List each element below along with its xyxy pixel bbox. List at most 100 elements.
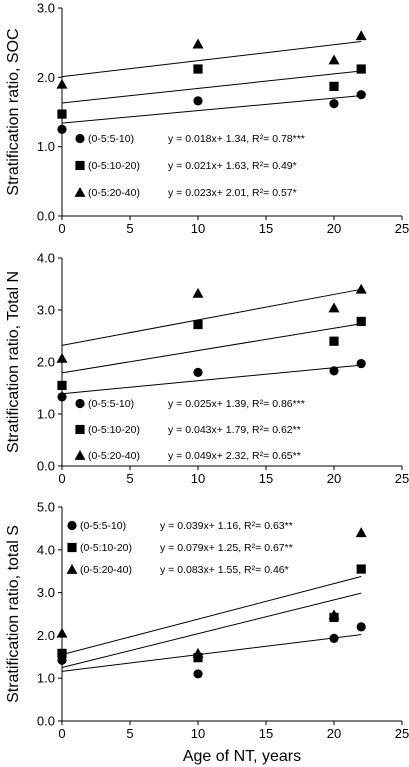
x-tick-label: 15 — [259, 726, 273, 741]
legend-label: (0-5:20-40) — [80, 564, 132, 576]
regression-line — [61, 634, 362, 672]
y-tick-label: 0.0 — [37, 459, 55, 474]
series-circle — [57, 622, 366, 679]
panel-1: 0.0 1.0 2.0 3.0 0 5 10 15 20 25 Stratification rat… — [5, 1, 409, 237]
x-tick-label: 0 — [58, 726, 65, 741]
series-triangle — [56, 30, 367, 89]
regression-equation: y = 0.039x+ 1.16, R²= 0.63** — [160, 520, 293, 532]
x-tick-label: 10 — [191, 726, 205, 741]
data-point-circle — [356, 90, 366, 100]
regression-line — [61, 70, 362, 104]
y-axis-label: Stratification ratio, SOC — [5, 28, 22, 195]
data-point-triangle — [355, 283, 367, 294]
x-tick-label: 0 — [58, 471, 65, 486]
regression-equation: y = 0.018x+ 1.34, R²= 0.78*** — [168, 133, 305, 145]
data-point-triangle — [192, 647, 204, 658]
x-tick-label: 15 — [259, 221, 273, 236]
data-point-square — [193, 319, 203, 330]
y-tick-label: 3.0 — [37, 585, 55, 600]
regression-line — [61, 95, 362, 124]
legend-label: (0-5:10-20) — [88, 160, 140, 172]
legend-marker-square — [75, 160, 85, 171]
legend-label: (0-5:5-10) — [88, 398, 134, 410]
legend-label: (0-5:20-40) — [88, 187, 140, 199]
regression-equation: y = 0.049x+ 2.32, R²= 0.65** — [168, 450, 301, 462]
x-tick-label: 15 — [259, 471, 273, 486]
regression-equation: y = 0.021x+ 1.63, R²= 0.49* — [168, 160, 297, 172]
data-point-triangle — [56, 352, 68, 363]
regression-line — [61, 41, 362, 78]
data-point-triangle — [328, 302, 340, 313]
x-axis-label: Age of NT, years — [183, 748, 301, 765]
y-axis-label: Stratification ratio, Total N — [5, 271, 22, 453]
y-tick-label: 4.0 — [37, 542, 55, 557]
series-square — [57, 316, 366, 390]
legend-marker-square — [75, 424, 85, 435]
legend-label: (0-5:5-10) — [80, 520, 126, 532]
y-tick-label: 2.0 — [37, 70, 55, 85]
y-tick-label: 0.0 — [37, 209, 55, 224]
y-tick-label: 4.0 — [37, 251, 55, 266]
y-tick-label: 0.0 — [37, 714, 55, 729]
data-point-triangle — [355, 30, 367, 41]
data-point-square — [193, 64, 203, 74]
regression-equation: y = 0.083x+ 1.55, R²= 0.46* — [160, 564, 289, 576]
data-point-square — [329, 81, 339, 91]
x-tick-label: 20 — [327, 471, 341, 486]
data-point-circle — [193, 96, 203, 106]
legend-marker-triangle — [74, 450, 86, 460]
data-point-circle — [57, 124, 67, 134]
x-tick-label: 20 — [327, 726, 341, 741]
series-circle — [57, 90, 366, 134]
legend-label: (0-5:5-10) — [88, 133, 134, 145]
x-tick-label: 5 — [126, 221, 133, 236]
data-point-triangle — [56, 78, 68, 89]
data-point-square — [356, 64, 366, 74]
data-point-triangle — [328, 609, 340, 620]
x-tick-label: 10 — [191, 471, 205, 486]
legend-marker-triangle — [66, 564, 78, 574]
data-point-square — [329, 336, 339, 346]
data-point-circle — [356, 622, 366, 632]
series-triangle — [56, 527, 367, 658]
x-tick-label: 20 — [327, 221, 341, 236]
y-tick-label: 2.0 — [37, 628, 55, 643]
x-tick-label: 5 — [126, 471, 133, 486]
series-triangle — [56, 283, 367, 363]
legend-marker-circle — [67, 520, 77, 531]
y-tick-label: 1.0 — [37, 139, 55, 154]
legend-label: (0-5:10-20) — [88, 424, 140, 436]
legend-marker-triangle — [74, 187, 86, 197]
regression-line — [61, 288, 362, 346]
regression-equation: y = 0.023x+ 2.01, R²= 0.57* — [168, 187, 297, 199]
y-tick-label: 3.0 — [37, 303, 55, 318]
regression-line — [61, 592, 362, 668]
regression-equation: y = 0.025x+ 1.39, R²= 0.86*** — [168, 398, 305, 410]
data-point-circle — [57, 392, 67, 402]
panel-2: 0.0 1.0 2.0 3.0 4.0 0 5 10 15 20 25 Stratification … — [5, 251, 409, 487]
data-point-square — [356, 316, 366, 327]
data-point-triangle — [192, 38, 204, 49]
x-tick-label: 5 — [126, 726, 133, 741]
data-point-square — [356, 564, 366, 574]
y-tick-label: 1.0 — [37, 407, 55, 422]
legend-label: (0-5:20-40) — [88, 450, 140, 462]
x-tick-label: 25 — [395, 726, 409, 741]
legend-marker-square — [67, 542, 77, 553]
data-point-triangle — [328, 54, 340, 65]
data-point-triangle — [56, 627, 68, 638]
regression-line — [61, 576, 362, 656]
regression-line — [61, 323, 362, 374]
legend-marker-circle — [75, 398, 85, 409]
data-point-square — [57, 648, 67, 658]
y-axis-label: Stratification ratio, total S — [5, 525, 22, 703]
data-point-square — [57, 380, 67, 390]
data-point-circle — [329, 366, 339, 376]
data-point-square — [57, 109, 67, 119]
legend-label: (0-5:10-20) — [80, 542, 132, 554]
regression-equation: y = 0.043x+ 1.79, R²= 0.62** — [168, 424, 301, 436]
panel-3: 0.0 1.0 2.0 3.0 4.0 5.0 0 5 10 15 20 25 Stratificati… — [5, 500, 409, 766]
y-tick-label: 2.0 — [37, 355, 55, 370]
data-point-circle — [329, 633, 339, 643]
series-circle — [57, 358, 366, 402]
